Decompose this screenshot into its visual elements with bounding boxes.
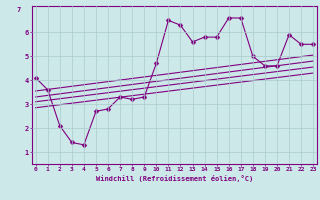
Text: 7: 7: [17, 7, 21, 13]
X-axis label: Windchill (Refroidissement éolien,°C): Windchill (Refroidissement éolien,°C): [96, 175, 253, 182]
